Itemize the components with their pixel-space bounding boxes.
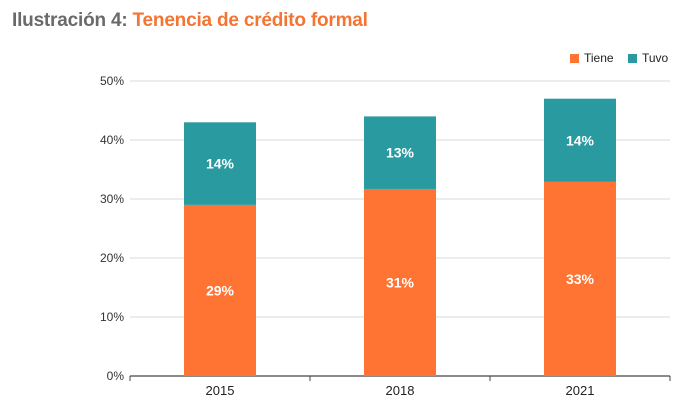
data-label-tiene-2018: 31% xyxy=(386,274,415,290)
y-tick-label: 30% xyxy=(100,192,124,206)
y-tick-label: 40% xyxy=(100,133,124,147)
legend-swatch-tiene xyxy=(570,54,579,63)
bar-tiene-2021 xyxy=(544,181,616,376)
bar-tuvo-2015 xyxy=(184,122,256,205)
figure-title-main: Tenencia de crédito formal xyxy=(132,10,368,31)
y-tick-label: 20% xyxy=(100,251,124,265)
x-tick-label: 2018 xyxy=(386,383,415,398)
bar-tuvo-2018 xyxy=(364,116,436,189)
data-label-tiene-2015: 29% xyxy=(206,282,235,298)
legend-label-tiene: Tiene xyxy=(584,51,614,65)
figure-title: Ilustración 4: Tenencia de crédito forma… xyxy=(12,10,368,32)
data-label-tiene-2021: 33% xyxy=(566,271,595,287)
y-tick-label: 50% xyxy=(100,74,124,88)
bar-tuvo-2021 xyxy=(544,98,616,182)
bar-tiene-2015 xyxy=(184,204,256,376)
legend-swatch-tuvo xyxy=(628,54,637,63)
bar-tiene-2018 xyxy=(364,188,436,376)
y-tick-label: 10% xyxy=(100,310,124,324)
data-label-tuvo-2015: 14% xyxy=(206,156,235,172)
x-tick-label: 2021 xyxy=(566,383,595,398)
data-label-tuvo-2018: 13% xyxy=(386,145,415,161)
legend-label-tuvo: Tuvo xyxy=(642,51,669,65)
y-tick-label: 0% xyxy=(107,369,125,383)
data-label-tuvo-2021: 14% xyxy=(566,132,595,148)
figure-title-prefix: Ilustración 4: xyxy=(12,10,128,31)
x-tick-label: 2015 xyxy=(206,383,235,398)
